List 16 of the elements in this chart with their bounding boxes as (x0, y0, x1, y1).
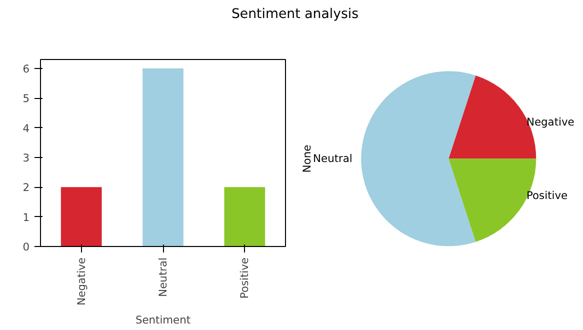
y-tick-label: 1 (22, 210, 30, 224)
y-tick-label: 6 (22, 62, 30, 76)
slice-label: Neutral (313, 152, 352, 166)
x-tick-label: Negative (74, 258, 88, 306)
x-tick-label: Neutral (156, 258, 170, 297)
y-tick-label: 0 (22, 240, 30, 254)
text: None (300, 144, 314, 173)
chart-title: Sentiment analysis (231, 6, 359, 24)
y-tick-label: 2 (22, 181, 30, 194)
y-tick-label: 3 (22, 151, 30, 164)
x-tick-label: Positive (238, 258, 252, 299)
y-tick-label: 4 (22, 122, 30, 135)
slice-label: Negative (526, 116, 574, 129)
y-tick-label: 5 (22, 92, 30, 106)
slice-label: Positive (526, 188, 568, 202)
x-axis-title: Sentiment (135, 313, 191, 326)
